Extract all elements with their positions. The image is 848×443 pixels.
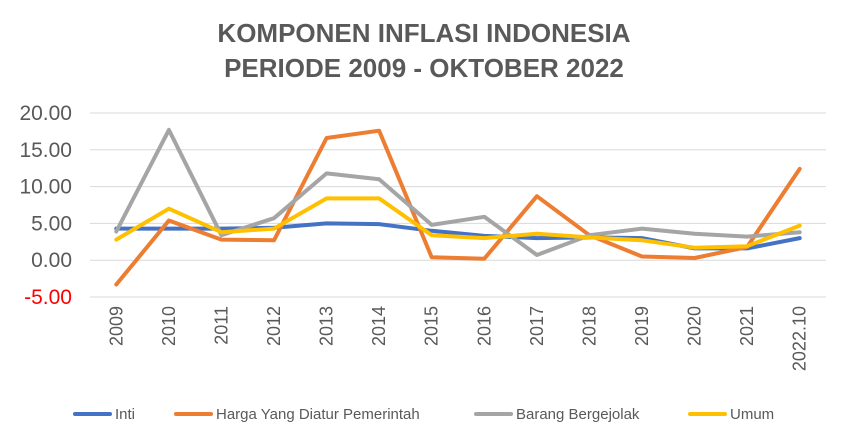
data-point bbox=[535, 253, 539, 257]
data-point bbox=[535, 232, 539, 236]
x-tick-label: 2020 bbox=[685, 306, 705, 346]
y-tick-label: -5.00 bbox=[24, 286, 72, 309]
data-point bbox=[798, 224, 802, 228]
x-tick-label: 2017 bbox=[527, 306, 547, 346]
data-point bbox=[693, 232, 697, 236]
x-tick-label: 2015 bbox=[422, 306, 442, 346]
data-point bbox=[377, 129, 381, 133]
data-point bbox=[325, 136, 329, 140]
data-point bbox=[640, 255, 644, 259]
y-tick-label: 15.00 bbox=[19, 139, 72, 162]
data-point bbox=[272, 227, 276, 231]
series-line-1 bbox=[114, 128, 802, 287]
data-point bbox=[693, 246, 697, 250]
data-point bbox=[587, 235, 591, 239]
data-point bbox=[798, 230, 802, 234]
data-point bbox=[430, 229, 434, 233]
legend: Inti Harga Yang Diatur Pemerintah Barang B… bbox=[73, 406, 774, 423]
series-line-3 bbox=[114, 196, 802, 250]
data-point bbox=[745, 235, 749, 239]
x-axis: 2009 2010 2011 2012 2013 2014 2015 2016 2017 2018… bbox=[106, 306, 809, 371]
data-point bbox=[272, 238, 276, 242]
data-point bbox=[167, 128, 171, 132]
data-point bbox=[219, 238, 223, 242]
data-point bbox=[114, 282, 118, 286]
data-point bbox=[167, 207, 171, 211]
data-point bbox=[430, 255, 434, 259]
data-point bbox=[377, 177, 381, 181]
data-point bbox=[535, 236, 539, 240]
gridlines bbox=[90, 112, 826, 298]
data-point bbox=[482, 215, 486, 219]
data-point bbox=[167, 227, 171, 231]
data-point bbox=[114, 229, 118, 233]
data-point bbox=[167, 218, 171, 222]
x-tick-label: 2021 bbox=[737, 306, 757, 346]
plot-area bbox=[114, 127, 802, 287]
x-tick-label: 2014 bbox=[369, 306, 389, 346]
data-point bbox=[219, 230, 223, 234]
legend-label: Harga Yang Diatur Pemerintah bbox=[216, 406, 420, 423]
x-tick-label: 2018 bbox=[579, 306, 599, 346]
legend-label: Umum bbox=[730, 406, 774, 423]
data-point bbox=[430, 233, 434, 237]
data-point bbox=[377, 222, 381, 226]
data-point bbox=[114, 238, 118, 242]
data-point bbox=[377, 196, 381, 200]
data-point bbox=[219, 233, 223, 237]
x-tick-label: 2009 bbox=[106, 306, 126, 346]
y-tick-label: 20.00 bbox=[19, 102, 72, 125]
x-tick-label: 2011 bbox=[211, 306, 231, 345]
legend-label: Barang Bergejolak bbox=[516, 406, 640, 423]
data-point bbox=[325, 221, 329, 225]
y-tick-label: 10.00 bbox=[19, 176, 72, 199]
data-point bbox=[482, 257, 486, 261]
x-tick-label: 2013 bbox=[317, 306, 337, 346]
data-point bbox=[798, 167, 802, 171]
legend-label: Inti bbox=[115, 406, 135, 423]
data-point bbox=[272, 216, 276, 220]
x-tick-label: 2022.10 bbox=[790, 306, 810, 371]
data-point bbox=[430, 223, 434, 227]
y-tick-label: 5.00 bbox=[31, 212, 72, 235]
data-point bbox=[745, 244, 749, 248]
x-tick-label: 2010 bbox=[159, 306, 179, 346]
data-point bbox=[640, 238, 644, 242]
data-point bbox=[640, 227, 644, 231]
data-point bbox=[693, 256, 697, 260]
data-point bbox=[325, 196, 329, 200]
y-axis: 20.00 15.00 10.00 5.00 0.00 -5.00 bbox=[19, 102, 72, 309]
chart-title-line-1: KOMPONEN INFLASI INDONESIA bbox=[217, 18, 630, 48]
x-tick-label: 2019 bbox=[632, 306, 652, 346]
data-point bbox=[482, 236, 486, 240]
x-tick-label: 2016 bbox=[474, 306, 494, 346]
data-point bbox=[798, 236, 802, 240]
data-point bbox=[535, 194, 539, 198]
x-tick-label: 2012 bbox=[264, 306, 284, 346]
data-point bbox=[325, 171, 329, 175]
chart-title-line-2: PERIODE 2009 - OKTOBER 2022 bbox=[224, 53, 624, 83]
y-tick-label: 0.00 bbox=[31, 249, 72, 272]
